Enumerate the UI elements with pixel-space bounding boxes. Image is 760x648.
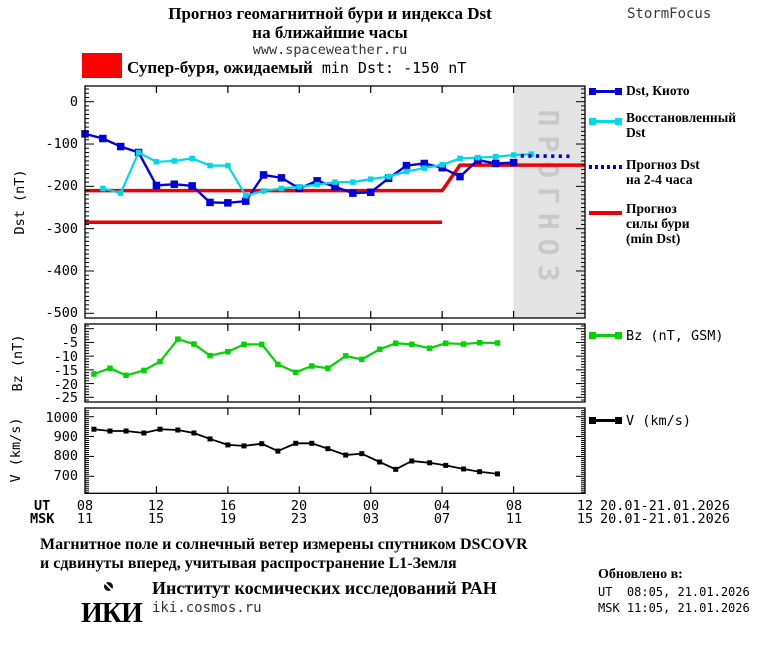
updated-label: Обновлено в:: [598, 567, 683, 582]
swatch-marker: [615, 416, 622, 424]
storm-banner-value: min Dst: -150 nT: [321, 59, 467, 77]
legend-storm-forecast: Прогноз силы бури (min Dst): [626, 201, 690, 246]
dst-tick-100: -100: [45, 136, 78, 152]
legend-swatch-storm: [589, 209, 622, 217]
charts-svg: ПРОГНОЗ: [81, 85, 586, 494]
swatch-line: [589, 90, 622, 93]
page-subtitle: на ближайшие часы: [252, 23, 408, 42]
swatch-marker: [589, 117, 596, 125]
swatch-marker: [589, 416, 596, 424]
msk-hour-2: 19: [219, 511, 237, 527]
legend-swatch-dst-kyoto: [589, 87, 622, 95]
forecast-band: [513, 86, 585, 318]
msk-hour-3: 23: [290, 511, 308, 527]
ut-hour-7: 12: [576, 498, 594, 514]
iki-logo-text: ИКИ: [81, 598, 143, 629]
legend-swatch-restored: [589, 117, 622, 125]
dst-tick-400: -400: [45, 263, 78, 279]
swatch-dotted-line: [589, 165, 622, 169]
legend-swatch-v: [589, 416, 622, 424]
chart-series: [81, 130, 585, 477]
legend-swatch-bz: [589, 331, 622, 339]
legend-dst-kyoto: Dst, Киото: [626, 83, 690, 98]
footer-note-1: Магнитное поле и солнечный ветер измерен…: [40, 536, 528, 553]
updated-ut: UT 08:05, 21.01.2026: [598, 585, 750, 599]
msk-hour-4: 03: [362, 511, 380, 527]
dst-tick-200: -200: [45, 178, 78, 194]
v-tick-900: 900: [53, 429, 78, 445]
dst-axis-label: Dst (nT): [12, 169, 28, 235]
ut-hour-5: 04: [433, 498, 451, 514]
legend-swatch-forecast: [589, 163, 622, 171]
ut-hour-1: 12: [147, 498, 165, 514]
bz-axis-label: Bz (nT): [10, 334, 26, 392]
dst-tick-0: 0: [69, 94, 78, 110]
storm-forecast-page: { "header": { "title_line1": "Прогноз ге…: [8, 4, 750, 629]
storm-banner-text: Супер-буря, ожидаемый: [127, 58, 313, 77]
legend-bz: Bz (nT, GSM): [626, 328, 724, 344]
legend-restored-dst: Восстановленный Dst: [626, 110, 737, 140]
msk-hour-5: 07: [433, 511, 451, 527]
msk-row-label: MSK: [30, 511, 55, 527]
swatch-line: [589, 211, 622, 215]
ut-hour-4: 00: [362, 498, 380, 514]
footer-note-2: и сдвинуты вперед, учитывая распростране…: [40, 555, 457, 572]
bz-tick-25: -25: [53, 390, 78, 406]
iki-logo-dot: [104, 582, 113, 591]
ut-row-label: UT: [34, 498, 51, 514]
bz-tick-5: -5: [61, 335, 78, 351]
v-tick-1000: 1000: [45, 410, 78, 426]
msk-hour-6: 11: [505, 511, 523, 527]
msk-hour-1: 15: [147, 511, 165, 527]
swatch-marker: [589, 331, 596, 339]
ut-hour-6: 08: [505, 498, 523, 514]
dst-tick-300: -300: [45, 221, 78, 237]
msk-hour-0: 11: [76, 511, 94, 527]
ut-date-range: 20.01-21.01.2026: [600, 498, 731, 514]
iki-logo: ИКИ: [73, 580, 143, 648]
ut-hour-3: 20: [290, 498, 308, 514]
forecast-watermark: ПРОГНОЗ: [532, 109, 565, 290]
brand-label: StormFocus: [627, 6, 712, 22]
bz-tick-0: 0: [69, 322, 78, 338]
v-tick-800: 800: [53, 448, 78, 464]
swatch-marker: [615, 117, 622, 125]
ut-hour-2: 16: [219, 498, 237, 514]
institute-name: Институт космических исследований РАН: [152, 578, 497, 598]
msk-date-range: 20.01-21.01.2026: [600, 511, 731, 527]
storm-level-swatch: [82, 53, 122, 78]
swatch-marker: [615, 331, 622, 339]
ut-hour-0: 08: [76, 498, 94, 514]
swatch-line: [589, 334, 622, 337]
swatch-line: [589, 120, 622, 123]
legend-forecast-dst: Прогноз Dst на 2-4 часа: [626, 157, 700, 187]
institute-site: iki.cosmos.ru: [152, 600, 262, 616]
chart-frames: [84, 85, 586, 494]
msk-hour-7: 15: [576, 511, 594, 527]
legend-v: V (km/s): [626, 413, 692, 429]
page-title: Прогноз геомагнитной бури и индекса Dst: [168, 4, 492, 23]
v-axis-label: V (km/s): [8, 417, 24, 483]
updated-msk: MSK 11:05, 21.01.2026: [598, 601, 750, 615]
bz-tick-15: -15: [53, 363, 78, 379]
dst-tick-500: -500: [45, 305, 78, 321]
swatch-line: [589, 419, 622, 422]
swatch-marker: [589, 87, 596, 95]
v-tick-700: 700: [53, 468, 78, 484]
swatch-marker: [615, 87, 622, 95]
bz-tick-10: -10: [53, 349, 78, 365]
storm-banner: Супер-буря, ожидаемый min Dst: -150 nT: [127, 57, 466, 79]
site-url: www.spaceweather.ru: [252, 42, 408, 58]
bz-tick-20: -20: [53, 377, 78, 393]
